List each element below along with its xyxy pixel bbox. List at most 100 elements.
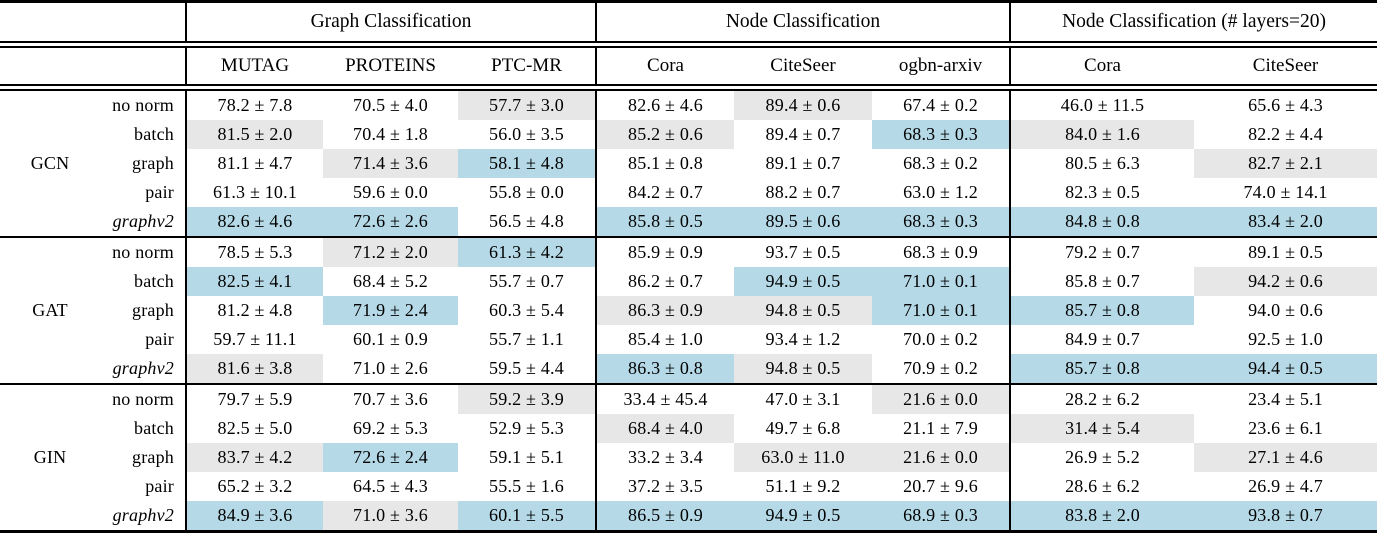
result-cell: 55.8 ± 0.0 [458,178,597,207]
result-cell: 55.7 ± 1.1 [458,325,597,354]
column-header-row: MUTAG PROTEINS PTC-MR Cora CiteSeer ogbn-arxi… [0,44,1377,91]
result-cell: 59.6 ± 0.0 [353,182,428,202]
result-cell: 46.0 ± 11.5 [1060,95,1145,115]
result-cell: 85.8 ± 0.5 [596,207,734,237]
result-cell: 21.6 ± 0.0 [872,443,1012,472]
result-cell: 82.2 ± 4.4 [1248,124,1323,144]
result-cell: 21.6 ± 0.0 [872,384,1012,414]
result-cell: 33.2 ± 3.4 [628,447,703,467]
group-header: Node Classification [596,1,1012,48]
result-cell: 64.5 ± 4.3 [353,476,428,496]
result-cell: 94.9 ± 0.5 [734,267,872,296]
result-cell: 83.4 ± 2.0 [1194,207,1377,237]
model-label: GIN [33,447,67,467]
norm-label: graph [100,149,187,178]
result-cell: 67.4 ± 0.2 [872,87,1012,120]
result-cell: 70.7 ± 3.6 [353,389,428,409]
norm-label: pair [100,178,187,207]
result-cell: 56.5 ± 4.8 [458,207,597,237]
result-cell: 72.6 ± 2.6 [323,207,458,237]
result-cell: 31.4 ± 5.4 [1010,414,1195,443]
table-row: pair 59.7 ± 11.1 60.1 ± 0.9 55.7 ± 1.1 85.4 … [0,325,1377,354]
table-row: batch 82.5 ± 4.1 68.4 ± 5.2 55.7 ± 0.7 86.2 … [0,267,1377,296]
column-header: ogbn-arxiv [872,44,1012,91]
result-cell: 68.3 ± 0.2 [872,149,1012,178]
result-cell: 83.7 ± 4.2 [186,443,323,472]
result-cell: 52.9 ± 5.3 [458,414,597,443]
result-cell: 78.5 ± 5.3 [217,242,293,262]
column-header: PTC-MR [458,44,597,91]
result-cell: 63.0 ± 11.0 [734,443,872,472]
corner-cell [0,44,187,91]
result-cell: 85.7 ± 0.8 [1010,296,1195,325]
result-cell: 68.9 ± 0.3 [872,501,1012,532]
column-header: PROTEINS [323,44,458,91]
result-cell: 94.4 ± 0.5 [1194,354,1377,384]
result-cell: 85.8 ± 0.7 [1065,271,1140,291]
result-cell: 84.9 ± 3.6 [186,501,323,532]
result-cell: 86.3 ± 0.9 [596,296,734,325]
result-cell: 59.7 ± 11.1 [213,329,297,349]
result-cell: 84.0 ± 1.6 [1010,120,1195,149]
group-header: Graph Classification [186,1,597,48]
result-cell: 51.1 ± 9.2 [765,476,841,496]
result-cell: 71.4 ± 3.6 [323,149,458,178]
result-cell: 94.0 ± 0.6 [1248,300,1323,320]
column-header: Cora [596,44,734,91]
result-cell: 65.6 ± 4.3 [1248,95,1323,115]
result-cell: 23.4 ± 5.1 [1248,389,1323,409]
result-cell: 28.6 ± 6.2 [1065,476,1140,496]
result-cell: 88.2 ± 0.7 [765,182,841,202]
result-cell: 72.6 ± 2.4 [323,443,458,472]
norm-label: graph [100,296,187,325]
result-cell: 71.0 ± 0.1 [872,296,1012,325]
result-cell: 26.9 ± 5.2 [1065,447,1140,467]
result-cell: 85.4 ± 1.0 [628,329,703,349]
model-label: GCN [30,153,70,173]
result-cell: 33.4 ± 45.4 [623,389,708,409]
result-cell: 93.8 ± 0.7 [1194,501,1377,532]
table-row: graph 83.7 ± 4.2 72.6 ± 2.4 59.1 ± 5.1 33.2 … [0,443,1377,472]
table-row: GIN no norm 79.7 ± 5.9 70.7 ± 3.6 59.2 ± 3.9… [0,384,1377,467]
result-cell: 69.2 ± 5.3 [353,418,428,438]
column-header: CiteSeer [1194,44,1377,91]
table-header: Graph Classification Node Classification N… [0,1,1377,91]
table-row: pair 61.3 ± 10.1 59.6 ± 0.0 55.8 ± 0.0 84.2 … [0,178,1377,207]
result-cell: 82.3 ± 0.5 [1065,182,1140,202]
result-cell: 23.6 ± 6.1 [1248,418,1323,438]
result-cell: 92.5 ± 1.0 [1248,329,1323,349]
result-cell: 89.4 ± 0.7 [765,124,841,144]
result-cell: 60.1 ± 5.5 [458,501,597,532]
result-cell: 78.2 ± 7.8 [217,95,293,115]
result-cell: 93.4 ± 1.2 [765,329,841,349]
result-cell: 47.0 ± 3.1 [765,389,841,409]
table-row: graphv2 82.6 ± 4.6 72.6 ± 2.6 56.5 ± 4.8 85.… [0,207,1377,237]
result-cell: 85.2 ± 0.6 [596,120,734,149]
result-cell: 56.0 ± 3.5 [458,120,597,149]
result-cell: 60.1 ± 0.9 [353,329,428,349]
result-cell: 61.3 ± 10.1 [212,182,298,202]
table-row: graphv2 84.9 ± 3.6 71.0 ± 3.6 60.1 ± 5.5 86.… [0,501,1377,532]
result-cell: 82.7 ± 2.1 [1194,149,1377,178]
table-row: batch 81.5 ± 2.0 70.4 ± 1.8 56.0 ± 3.5 85.2 … [0,120,1377,149]
table-row: GAT no norm 78.5 ± 5.3 71.2 ± 2.0 61.3 ± 4.2… [0,237,1377,320]
result-cell: 71.0 ± 0.1 [872,267,1012,296]
result-cell: 85.9 ± 0.9 [628,242,703,262]
result-cell: 94.8 ± 0.5 [734,354,872,384]
result-cell: 94.9 ± 0.5 [734,501,872,532]
result-cell: 81.2 ± 4.8 [217,300,293,320]
result-cell: 61.3 ± 4.2 [458,237,597,267]
table-row: graph 81.1 ± 4.7 71.4 ± 3.6 58.1 ± 4.8 85.1 … [0,149,1377,178]
result-cell: 82.6 ± 4.6 [186,207,323,237]
norm-label: graph [100,443,187,472]
table-row: batch 82.5 ± 5.0 69.2 ± 5.3 52.9 ± 5.3 68.4 … [0,414,1377,443]
result-cell: 55.5 ± 1.6 [458,472,597,501]
norm-label: pair [100,325,187,354]
result-cell: 63.0 ± 1.2 [872,178,1012,207]
table-row: pair 65.2 ± 3.2 64.5 ± 4.3 55.5 ± 1.6 37.2 ±… [0,472,1377,501]
table-row: graph 81.2 ± 4.8 71.9 ± 2.4 60.3 ± 5.4 86.3 … [0,296,1377,325]
result-cell: 84.8 ± 0.8 [1010,207,1195,237]
result-cell: 94.2 ± 0.6 [1194,267,1377,296]
result-cell: 70.5 ± 4.0 [353,95,428,115]
table-row: graphv2 81.6 ± 3.8 71.0 ± 2.6 59.5 ± 4.4 86.… [0,354,1377,384]
